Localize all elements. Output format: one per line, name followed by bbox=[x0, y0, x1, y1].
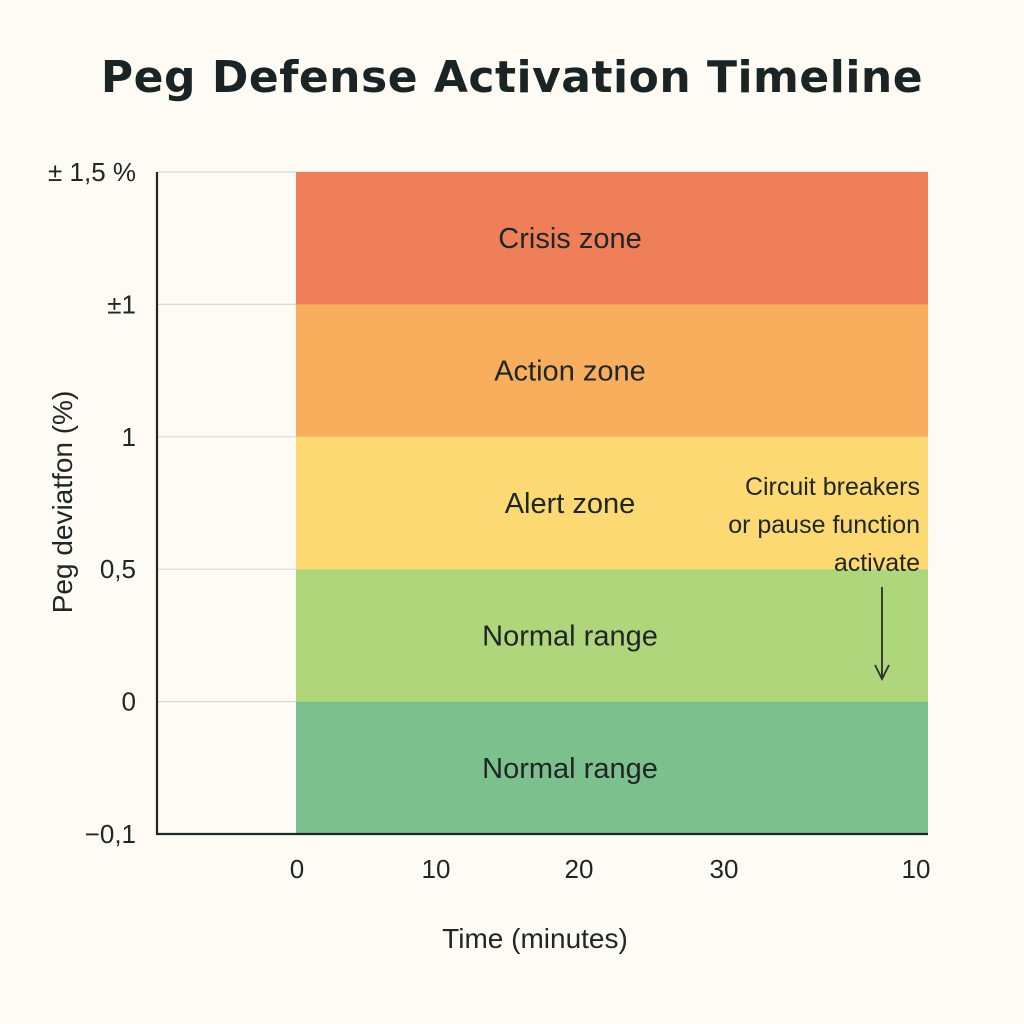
x-tick-label: 20 bbox=[565, 854, 594, 884]
zone-label: Crisis zone bbox=[498, 223, 641, 255]
zone-band bbox=[296, 701, 928, 834]
zone-label: Normal range bbox=[482, 753, 658, 785]
annotation: Circuit breakers or pause function activat… bbox=[728, 473, 920, 682]
y-tick-label: 0,5 bbox=[100, 554, 136, 584]
y-tick-label: 0 bbox=[122, 687, 136, 717]
x-tick-label: 30 bbox=[710, 854, 739, 884]
x-tick-label: 10 bbox=[902, 854, 931, 884]
y-tick-label: ±1 bbox=[107, 289, 136, 319]
y-tick-label: ± 1,5 % bbox=[48, 157, 136, 187]
annotation-text: activate bbox=[834, 549, 920, 577]
x-tick-labels: 0 10 20 30 10 bbox=[290, 854, 931, 884]
annotation-text: or pause function bbox=[728, 511, 920, 539]
zone-label: Normal range bbox=[482, 620, 658, 652]
zone-bands: Normal range Normal range Alert zone Action… bbox=[296, 172, 928, 834]
x-axis-title: Time (minutes) bbox=[442, 923, 628, 954]
y-tick-label: −0,1 bbox=[85, 819, 136, 849]
axes bbox=[155, 172, 928, 836]
annotation-text: Circuit breakers bbox=[745, 473, 920, 501]
x-tick-label: 0 bbox=[290, 854, 304, 884]
y-tick-label: 1 bbox=[122, 422, 136, 452]
zone-label: Alert zone bbox=[505, 488, 636, 520]
chart-title: Peg Defense Activation Timeline bbox=[100, 52, 924, 103]
y-axis-title: Peg deviatfon (%) bbox=[47, 391, 78, 614]
zone-band bbox=[296, 172, 928, 305]
zone-band bbox=[296, 436, 928, 570]
zone-band bbox=[296, 569, 928, 702]
y-tick-labels: −0,1 0 0,5 1 ±1 ± 1,5 % bbox=[48, 157, 136, 849]
annotation-arrowhead bbox=[874, 664, 890, 682]
zone-band bbox=[296, 304, 928, 437]
zone-label: Action zone bbox=[494, 356, 646, 388]
x-tick-label: 10 bbox=[422, 854, 451, 884]
